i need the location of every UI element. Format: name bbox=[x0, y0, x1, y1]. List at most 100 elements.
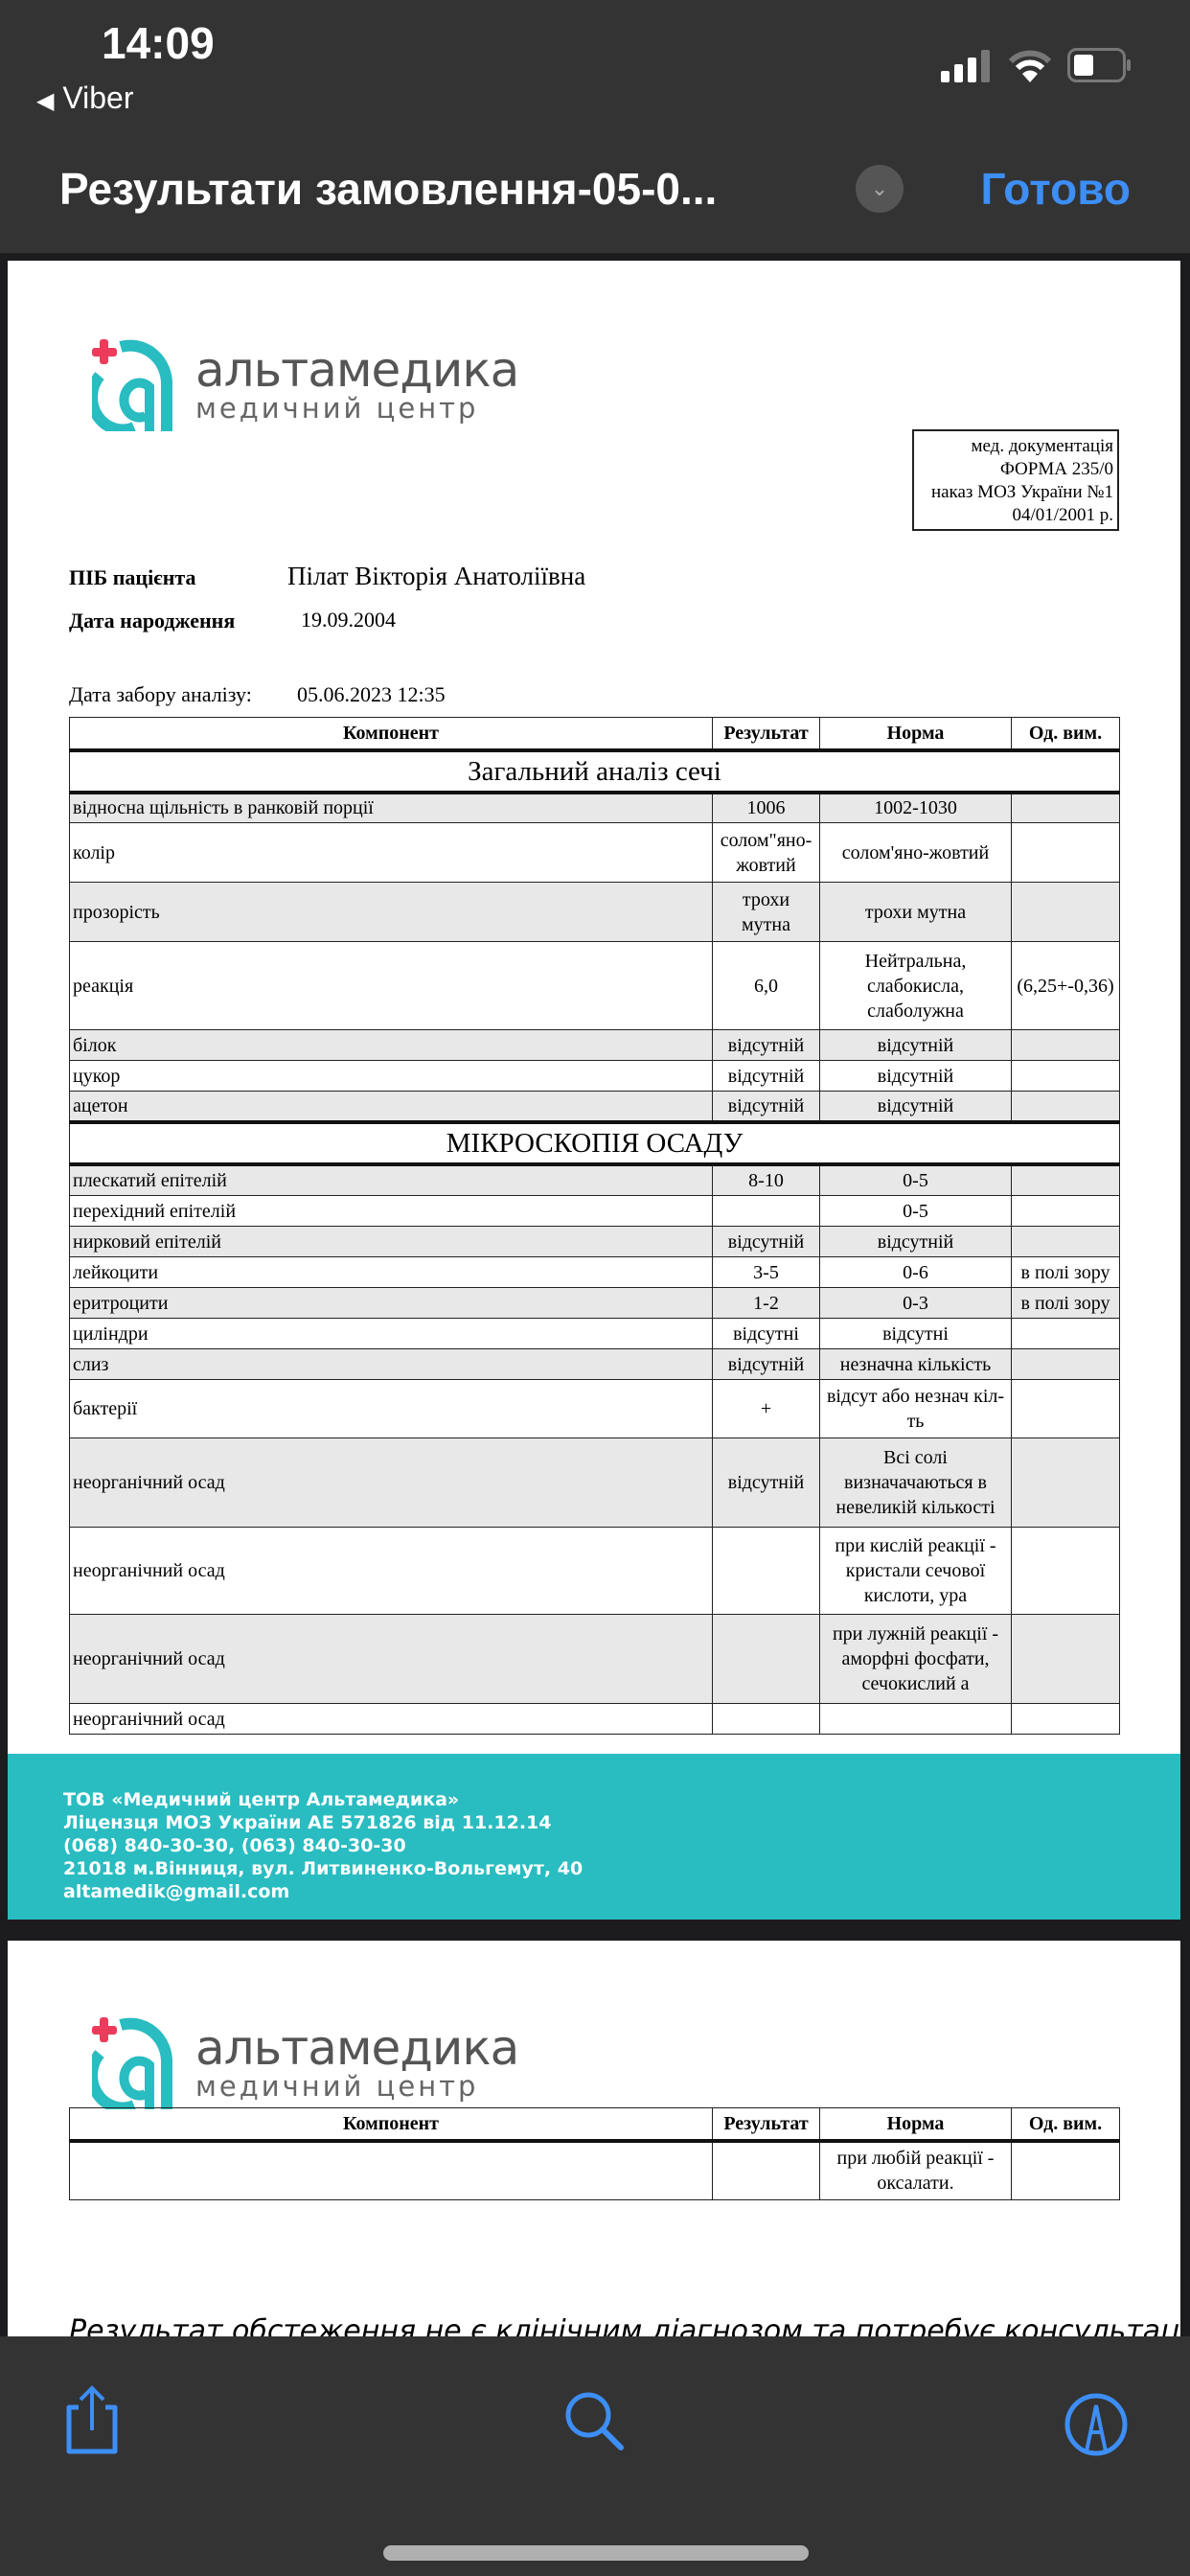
back-to-app[interactable]: ◀ Viber bbox=[36, 80, 133, 116]
cell-component: неорганічний осад bbox=[69, 1527, 713, 1615]
patient-name-label: ПІБ пацієнта bbox=[69, 565, 196, 589]
logo-name: альтамедика bbox=[195, 342, 519, 399]
cell-result: відсутній bbox=[712, 1348, 820, 1380]
bottom-toolbar bbox=[0, 2336, 1190, 2576]
cell-component: бактерії bbox=[69, 1379, 713, 1438]
table-row: плескатий епітелій 8-10 0-5 bbox=[69, 1163, 1120, 1196]
footer-phones: (068) 840-30-30, (063) 840-30-30 bbox=[63, 1835, 406, 1856]
cell-component: ацетон bbox=[69, 1091, 713, 1122]
cell-norm: Нейтральна, слабокисла, слаболужна bbox=[819, 941, 1012, 1030]
results-table: Компонент Результат Норма Од. вим. Загал… bbox=[69, 717, 1120, 1735]
table-row: при любій реакції - оксалати. bbox=[69, 2140, 1120, 2200]
cell-component bbox=[69, 2140, 713, 2200]
section-title: Загальний аналіз сечі bbox=[69, 748, 1120, 794]
form-line: мед. документація bbox=[971, 436, 1113, 456]
table-row: неорганічний осад bbox=[69, 1703, 1120, 1735]
battery-icon bbox=[1067, 48, 1131, 82]
cell-unit: в полі зору bbox=[1011, 1287, 1120, 1319]
cell-unit bbox=[1011, 1318, 1120, 1349]
table-row: лейкоцити 3-5 0-6 в полі зору bbox=[69, 1256, 1120, 1288]
cell-unit bbox=[1011, 2140, 1120, 2200]
cell-component: лейкоцити bbox=[69, 1256, 713, 1288]
cell-norm: 1002-1030 bbox=[819, 792, 1012, 823]
col-component: Компонент bbox=[69, 717, 713, 752]
form-line: 04/01/2001 р. bbox=[1012, 505, 1113, 525]
logo-name: альтамедика bbox=[195, 2020, 519, 2077]
cell-result bbox=[712, 1614, 820, 1704]
cell-unit bbox=[1011, 792, 1120, 823]
footer-company: ТОВ «Медичний центр Альтамедика» bbox=[63, 1789, 460, 1810]
title-menu-button[interactable]: ⌄ bbox=[856, 165, 904, 213]
wifi-icon bbox=[1008, 50, 1052, 82]
cell-norm: 0-5 bbox=[819, 1195, 1012, 1227]
cell-component: нирковий епітелій bbox=[69, 1226, 713, 1257]
footer-email: altamedik@gmail.com bbox=[63, 1881, 290, 1902]
home-indicator[interactable] bbox=[383, 2545, 809, 2561]
cell-unit bbox=[1011, 1438, 1120, 1528]
table-row: відносна щільність в ранковій порції 1006… bbox=[69, 792, 1120, 823]
done-button[interactable]: Готово bbox=[980, 164, 1131, 214]
cell-norm: незначна кількість bbox=[819, 1348, 1012, 1380]
sample-date: 05.06.2023 12:35 bbox=[297, 682, 446, 706]
dob-label: Дата народження bbox=[69, 609, 236, 632]
signal-icon bbox=[941, 50, 990, 82]
cell-norm: відсут або незнач кіл-ть bbox=[819, 1379, 1012, 1438]
table-row: нирковий епітелій відсутній відсутній bbox=[69, 1226, 1120, 1257]
top-bar: 14:09 ◀ Viber Результати замовлення-05-0… bbox=[0, 0, 1190, 253]
cell-result bbox=[712, 1195, 820, 1227]
cell-result: 8-10 bbox=[712, 1163, 820, 1196]
cell-component: цукор bbox=[69, 1060, 713, 1092]
cell-result: 1-2 bbox=[712, 1287, 820, 1319]
cell-result: 3-5 bbox=[712, 1256, 820, 1288]
cell-component: неорганічний осад bbox=[69, 1614, 713, 1704]
table-row: прозорість трохи мутна трохи мутна bbox=[69, 882, 1120, 942]
table-row: неорганічний осад при кислій реакції - кр… bbox=[69, 1527, 1120, 1615]
markup-icon[interactable] bbox=[1064, 2392, 1129, 2457]
col-result: Результат bbox=[712, 717, 820, 752]
cell-component: реакція bbox=[69, 941, 713, 1030]
col-component: Компонент bbox=[69, 2107, 713, 2143]
cell-norm: відсутній bbox=[819, 1091, 1012, 1122]
table-header: Компонент Результат Норма Од. вим. bbox=[69, 2107, 1120, 2143]
cell-component: білок bbox=[69, 1029, 713, 1061]
cell-norm: солом'яно-жовтий bbox=[819, 822, 1012, 883]
table-row: слиз відсутній незначна кількість bbox=[69, 1348, 1120, 1380]
document-title: Результати замовлення-05-0... bbox=[59, 164, 718, 214]
table-row: циліндри відсутні відсутні bbox=[69, 1318, 1120, 1349]
logo-subtitle: медичний центр bbox=[195, 392, 479, 426]
cell-component: неорганічний осад bbox=[69, 1438, 713, 1528]
status-icons bbox=[941, 48, 1133, 82]
cell-result: трохи мутна bbox=[712, 882, 820, 942]
col-result: Результат bbox=[712, 2107, 820, 2143]
cell-norm: трохи мутна bbox=[819, 882, 1012, 942]
cell-norm: при лужній реакції - аморфні фосфати, се… bbox=[819, 1614, 1012, 1704]
form-info-box: мед. документація ФОРМА 235/0 наказ МОЗ … bbox=[912, 429, 1119, 531]
pdf-page-1: альтамедика медичний центр мед. документа… bbox=[8, 261, 1180, 1920]
table-row: бактерії + відсут або незнач кіл-ть bbox=[69, 1379, 1120, 1438]
share-icon[interactable] bbox=[61, 2384, 123, 2455]
form-line: ФОРМА 235/0 bbox=[999, 459, 1113, 479]
col-unit: Од. вим. bbox=[1011, 2107, 1120, 2143]
patient-name: Пілат Вікторія Анатоліївна bbox=[287, 562, 586, 590]
table-header: Компонент Результат Норма Од. вим. bbox=[69, 717, 1120, 752]
cell-norm: Всі солі визначачаються в невеликій кіль… bbox=[819, 1438, 1012, 1528]
cell-norm: відсутній bbox=[819, 1029, 1012, 1061]
cell-norm: відсутній bbox=[819, 1060, 1012, 1092]
footer-address: 21018 м.Вінниця, вул. Литвиненко-Вольгем… bbox=[63, 1858, 584, 1879]
cell-unit bbox=[1011, 822, 1120, 883]
brand-logo: альтамедика медичний центр bbox=[92, 339, 519, 431]
cell-unit: в полі зору bbox=[1011, 1256, 1120, 1288]
cell-result bbox=[712, 1703, 820, 1735]
search-icon[interactable] bbox=[563, 2390, 627, 2453]
clinic-footer: ТОВ «Медичний центр Альтамедика» Ліцензц… bbox=[8, 1754, 1180, 1920]
status-time: 14:09 bbox=[102, 18, 215, 68]
table-row: колір солом"яно-жовтий солом'яно-жовтий bbox=[69, 822, 1120, 883]
logo-mark-icon bbox=[92, 2017, 173, 2109]
table-row: неорганічний осад при лужній реакції - ам… bbox=[69, 1614, 1120, 1704]
cell-component: колір bbox=[69, 822, 713, 883]
cell-result: + bbox=[712, 1379, 820, 1438]
cell-norm: при кислій реакції - кристали сечової ки… bbox=[819, 1527, 1012, 1615]
cell-norm: 0-3 bbox=[819, 1287, 1012, 1319]
cell-component: прозорість bbox=[69, 882, 713, 942]
cell-unit: (6,25+-0,36) bbox=[1011, 941, 1120, 1030]
